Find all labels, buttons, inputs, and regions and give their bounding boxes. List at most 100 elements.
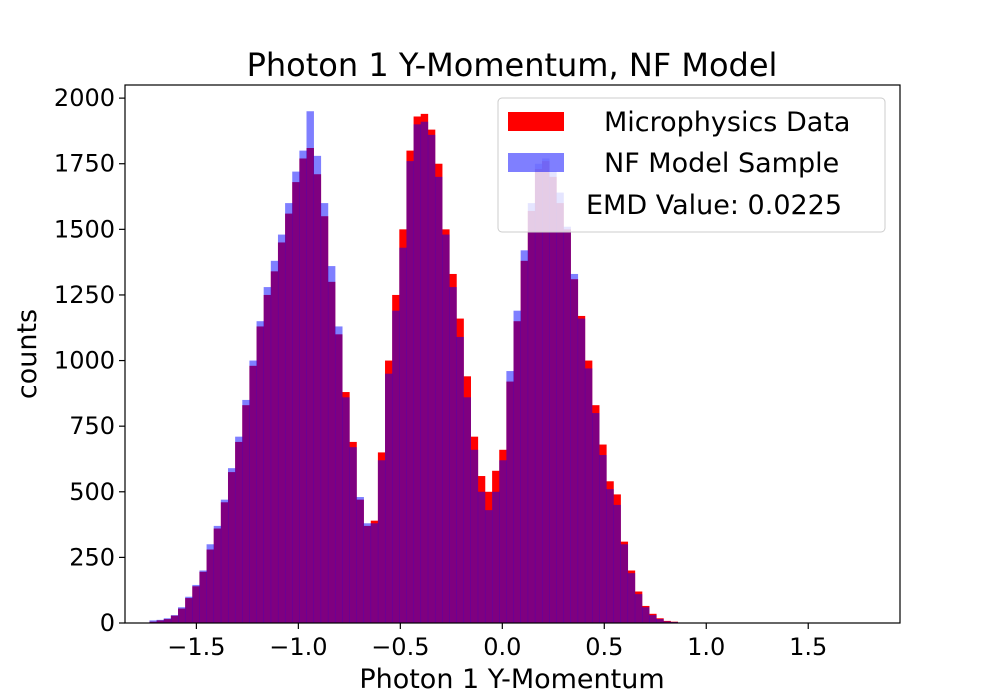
histogram-bar xyxy=(634,594,643,623)
histogram-bar xyxy=(306,111,314,624)
series-1 xyxy=(149,111,678,624)
y-tick-label: 250 xyxy=(69,543,115,571)
histogram-bar xyxy=(492,491,500,623)
histogram-bar xyxy=(270,260,279,623)
histogram-bar xyxy=(549,171,557,623)
histogram-bar xyxy=(299,150,307,624)
histogram-bar xyxy=(649,615,657,623)
histogram-bar xyxy=(506,371,514,623)
legend: Microphysics Data NF Model Sample EMD Va… xyxy=(497,97,886,233)
x-tick-label: 0.5 xyxy=(585,633,623,661)
histogram-bar xyxy=(363,523,372,623)
histogram-bar xyxy=(563,226,571,623)
histogram-bar xyxy=(592,413,600,623)
histogram-bar xyxy=(534,163,543,624)
histogram-bar xyxy=(599,455,607,623)
histogram-bar xyxy=(356,497,364,623)
histogram-bar xyxy=(342,397,350,623)
y-tick-label: 2000 xyxy=(54,84,115,112)
y-tick-label: 1750 xyxy=(54,150,115,178)
x-tick-label: −1.0 xyxy=(269,633,327,661)
histogram-bar xyxy=(527,203,536,623)
legend-swatch-microphysics-data xyxy=(508,112,564,131)
histogram-bar xyxy=(320,203,329,623)
histogram-bar xyxy=(178,607,186,623)
histogram-bar xyxy=(385,373,393,623)
histogram-bar xyxy=(327,266,336,623)
histogram-bar xyxy=(456,336,464,623)
histogram-bar xyxy=(513,310,521,623)
x-tick-label: 1.5 xyxy=(789,633,827,661)
histogram-bar xyxy=(577,318,586,623)
histogram-bar xyxy=(206,544,215,623)
x-tick-label: 0.0 xyxy=(483,633,521,661)
chart-title: Photon 1 Y-Momentum, NF Model xyxy=(247,46,778,84)
histogram-bar xyxy=(477,491,486,623)
histogram-bar xyxy=(406,161,414,624)
histogram-bar xyxy=(463,397,471,623)
legend-label-microphysics-data: Microphysics Data xyxy=(604,107,850,138)
histogram-bar xyxy=(377,460,386,623)
histogram-bar xyxy=(220,499,229,623)
histogram-bar xyxy=(213,525,222,623)
histogram-bar xyxy=(642,607,650,623)
y-tick-label: 1250 xyxy=(54,281,115,309)
plot-frame xyxy=(124,84,901,624)
histogram-bar xyxy=(542,158,550,624)
histogram-bar xyxy=(392,310,400,623)
histogram-bar xyxy=(292,171,300,623)
histogram-bar xyxy=(627,573,636,623)
histogram-bar xyxy=(349,447,357,623)
histogram-bar xyxy=(427,134,436,624)
histogram-bar xyxy=(520,250,529,623)
histogram-bar xyxy=(570,273,579,623)
y-tick-label: 500 xyxy=(69,478,115,506)
y-tick-label: 1500 xyxy=(54,215,115,243)
y-tick-label: 0 xyxy=(100,609,115,637)
emd-value-annotation: EMD Value: 0.0225 xyxy=(586,190,842,221)
histogram-bar xyxy=(313,155,322,624)
histogram-bar xyxy=(470,449,479,623)
histogram-bar xyxy=(170,615,179,623)
histogram-bar xyxy=(277,234,286,623)
histogram-bar xyxy=(242,399,250,623)
histogram-bar xyxy=(499,460,507,623)
histogram-bar xyxy=(249,360,257,623)
histogram-bar xyxy=(227,468,236,623)
histogram-bar xyxy=(163,618,172,623)
x-tick-label: −1.5 xyxy=(167,633,225,661)
ticks-layer: −1.5 −1.0 −0.5 0.0 0.5 1.0 1.5 0 250 500 750 1000 12… xyxy=(54,84,827,661)
histogram-bar xyxy=(235,436,243,623)
bars-layer xyxy=(149,111,678,624)
y-tick-label: 1000 xyxy=(54,347,115,375)
histogram-bar xyxy=(256,321,264,623)
histogram-bar xyxy=(613,504,621,623)
legend-box xyxy=(497,97,886,233)
x-axis-label: Photon 1 Y-Momentum xyxy=(359,664,664,695)
histogram-bar xyxy=(370,523,379,623)
histogram-bar xyxy=(442,234,450,623)
legend-label-nf-model-sample: NF Model Sample xyxy=(604,148,839,179)
y-tick-label: 750 xyxy=(69,412,115,440)
histogram-bar xyxy=(263,287,272,623)
histogram-bar xyxy=(556,192,564,623)
y-axis-label: counts xyxy=(12,309,43,399)
histogram-bar xyxy=(285,203,293,623)
histogram-bar xyxy=(584,368,593,623)
histogram-bar xyxy=(449,287,457,623)
histogram-bar xyxy=(663,621,671,623)
histogram-bar xyxy=(192,584,200,623)
histogram-bar xyxy=(620,544,629,623)
histogram-bar xyxy=(413,124,422,624)
histogram-bar xyxy=(420,121,429,624)
histogram-bar xyxy=(435,176,443,623)
histogram-bar xyxy=(185,596,193,623)
legend-swatch-nf-model-sample xyxy=(508,153,564,172)
x-tick-label: −0.5 xyxy=(371,633,429,661)
histogram-bar xyxy=(399,247,407,623)
histogram-bar xyxy=(656,619,664,623)
histogram-bar xyxy=(606,489,614,623)
histogram-bar xyxy=(484,510,493,623)
histogram-bar xyxy=(199,570,207,623)
